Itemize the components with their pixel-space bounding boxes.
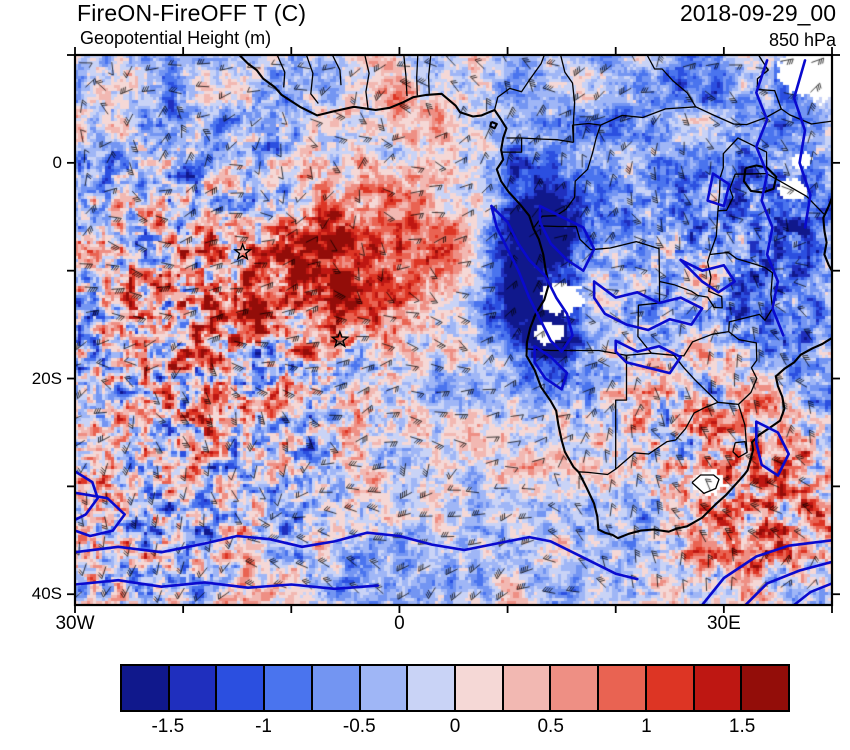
- colorbar-label-3: 0: [449, 716, 461, 737]
- colorbar-cell-6: [408, 666, 457, 710]
- plot-title: FireON-FireOFF T (C): [77, 0, 307, 26]
- colorbar-label-6: 1.5: [728, 716, 756, 737]
- colorbar-label-0: -1.5: [151, 716, 185, 737]
- colorbar-label-4: 0.5: [537, 716, 564, 737]
- colorbar-cell-7: [456, 666, 504, 710]
- colorbar-cell-10: [599, 666, 647, 710]
- colorbar-cell-4: [312, 666, 361, 710]
- colorbar: [120, 664, 790, 712]
- y-axis-label-2: 40S: [31, 584, 62, 604]
- plot-timestamp: 2018-09-29_00: [679, 0, 836, 26]
- colorbar-cell-11: [646, 666, 695, 710]
- colorbar-cell-1: [169, 666, 218, 710]
- colorbar-cell-8: [503, 666, 552, 710]
- temperature-difference-field-canvas: [75, 55, 832, 605]
- colorbar-cell-2: [217, 666, 266, 710]
- y-axis-label-1: 20S: [31, 368, 62, 388]
- colorbar-label-2: -0.5: [342, 716, 376, 737]
- colorbar-label-1: -1: [255, 716, 273, 737]
- colorbar-labels: -1.5 -1 -0.5 0 0.5 1 1.5: [120, 716, 790, 742]
- colorbar-cell-0: [122, 666, 170, 710]
- colorbar-label-5: 1: [641, 716, 652, 737]
- x-axis-label-0: 30W: [55, 613, 95, 634]
- colorbar-cell-5: [360, 666, 409, 710]
- colorbar-cell-12: [694, 666, 743, 710]
- colorbar-cell-9: [551, 666, 600, 710]
- plot-pressure-level: 850 hPa: [768, 30, 836, 50]
- x-axis-label-1: 0: [394, 613, 405, 634]
- colorbar-cell-13: [742, 666, 789, 710]
- colorbar-cell-3: [265, 666, 313, 710]
- plot-subtitle: Geopotential Height (m): [80, 28, 272, 48]
- y-axis-label-0: 0: [52, 152, 62, 172]
- x-axis-label-2: 30E: [706, 613, 741, 634]
